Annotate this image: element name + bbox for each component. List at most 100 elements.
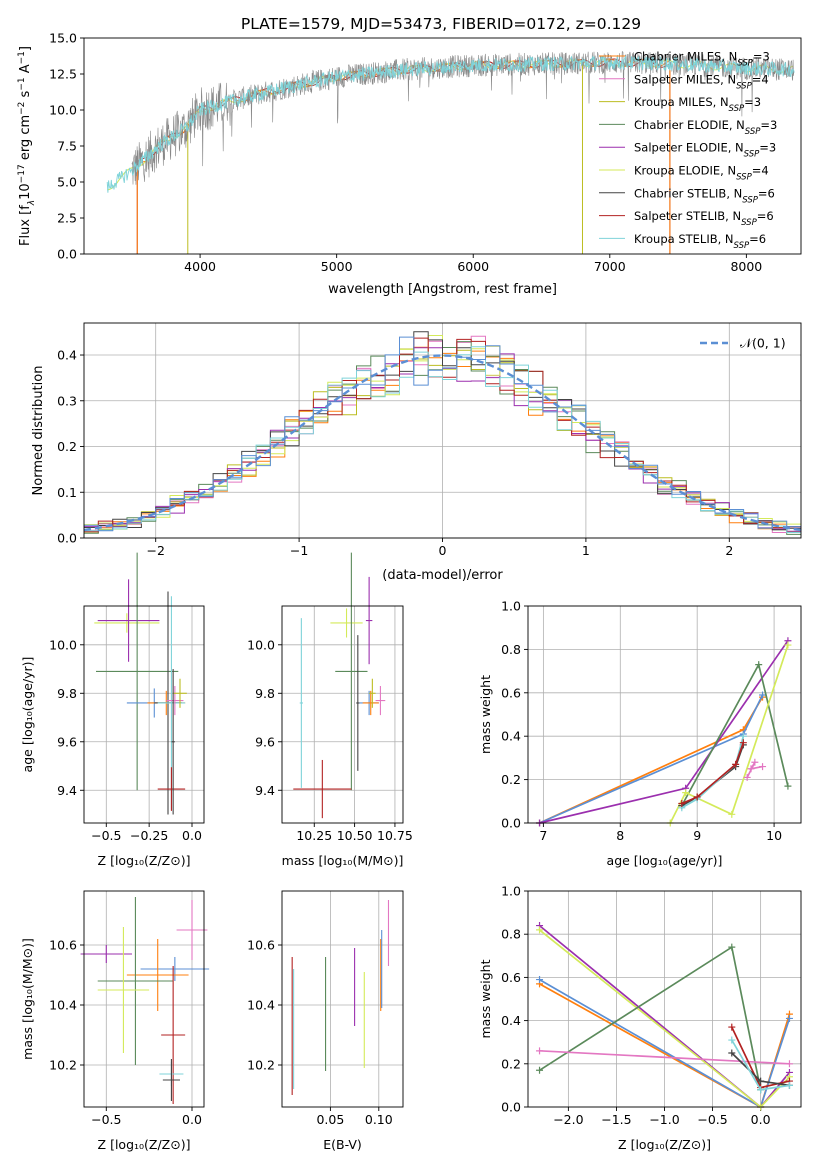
x-tick-label: 10 xyxy=(766,828,782,843)
x-tick-label: −2.0 xyxy=(553,1112,583,1127)
y-tick-label: 0.0 xyxy=(57,247,77,262)
data-point-marker xyxy=(728,1023,736,1031)
axes-frame xyxy=(281,890,404,1108)
weight-series-line xyxy=(539,640,789,824)
data-point-marker xyxy=(728,1049,736,1057)
legend-label-suffix: =6 xyxy=(757,209,774,223)
figure-title: PLATE=1579, MJD=53473, FIBERID=0172, z=0… xyxy=(241,15,641,33)
x-tick-label: 4000 xyxy=(184,259,216,274)
x-tick-label: 0.10 xyxy=(365,1112,393,1127)
legend-label-suffix: =3 xyxy=(744,95,761,109)
legend-label: Chabrier STELIB, NSSP=6 xyxy=(634,186,775,205)
data-point-marker xyxy=(757,1077,765,1085)
x-axis-label: Z [log₁₀(Z/Z⊙)] xyxy=(98,1137,191,1152)
y-tick-label: 10.6 xyxy=(49,938,77,953)
legend-label-part: Salpeter STELIB, N xyxy=(634,209,741,223)
y-tick-label: 10.0 xyxy=(247,637,275,652)
y-axis-label-part: −2 xyxy=(17,102,27,115)
data-point-marker xyxy=(536,976,544,984)
y-tick-label: 1.0 xyxy=(501,884,521,899)
x-tick-label: −0.5 xyxy=(697,1112,727,1127)
y-tick-label: 0.2 xyxy=(501,1056,521,1071)
x-tick-label: 9 xyxy=(693,828,701,843)
data-point-marker xyxy=(743,773,751,781)
y-axis-label-part: s xyxy=(18,90,33,101)
legend-label-part: Kroupa ELODIE, N xyxy=(634,164,736,178)
legend-label-subscript: SSP xyxy=(734,241,750,251)
age-vs-metallicity-panel: −0.5 −0.25 0.0 9.4 9.6 9.8 10.0 Z [log₁₀(Z/Z⊙)]… xyxy=(20,552,205,868)
axes-frame xyxy=(83,605,205,824)
y-tick-label: 0.8 xyxy=(501,927,521,942)
y-tick-label: 10.0 xyxy=(49,103,77,118)
data-point-marker xyxy=(759,763,767,771)
y-axis-label-part: A xyxy=(18,64,33,77)
y-tick-label: 0.0 xyxy=(501,816,521,831)
data-point-marker xyxy=(536,926,544,934)
legend-label-part: Kroupa STELIB, N xyxy=(634,232,734,246)
weight-series-line xyxy=(681,662,789,807)
legend-label: Salpeter STELIB, NSSP=6 xyxy=(634,209,774,228)
y-tick-label: 9.4 xyxy=(255,783,275,798)
data-point-marker xyxy=(732,760,740,768)
data-point-marker xyxy=(755,661,763,669)
legend-label: Salpeter ELODIE, NSSP=3 xyxy=(634,141,776,160)
y-tick-label: 0.2 xyxy=(57,439,77,454)
kroupa-stelib-model-line xyxy=(106,55,795,193)
y-tick-label: 10.6 xyxy=(247,938,275,953)
legend-label-part: Salpeter ELODIE, N xyxy=(634,141,744,155)
y-tick-label: 9.4 xyxy=(57,783,77,798)
mass-vs-metallicity-panel: −0.5 0.0 10.2 10.4 10.6 Z [log₁₀(Z/Z⊙)] mass [… xyxy=(20,890,210,1152)
data-point-marker xyxy=(747,765,755,773)
x-tick-label: 0.0 xyxy=(182,828,202,843)
data-point-marker xyxy=(785,1014,793,1022)
weight-series-line xyxy=(669,644,789,824)
legend-label-subscript: SSP xyxy=(741,218,757,228)
residual-histogram-step xyxy=(84,336,801,532)
y-axis-label-part: −17 xyxy=(17,164,27,183)
axes-frame xyxy=(83,890,205,1108)
legend-label: Chabrier MILES, NSSP=3 xyxy=(634,50,770,69)
x-tick-label: −1 xyxy=(290,543,308,558)
x-tick-label: 7000 xyxy=(594,259,626,274)
legend-label-part: Salpeter MILES, N xyxy=(634,72,736,86)
x-axis-label: wavelength [Angstrom, rest frame] xyxy=(328,282,557,297)
x-axis-label: age [log₁₀(age/yr)] xyxy=(607,853,723,868)
data-point-marker xyxy=(728,943,736,951)
residual-histogram-step xyxy=(84,346,801,533)
y-tick-label: 0.0 xyxy=(501,1100,521,1115)
legend-label: Chabrier ELODIE, NSSP=3 xyxy=(634,118,777,137)
y-axis-label-part: ] xyxy=(18,46,33,51)
y-tick-label: 9.8 xyxy=(57,686,77,701)
data-point-marker xyxy=(785,1060,793,1068)
y-tick-label: 0.2 xyxy=(501,772,521,787)
y-axis-label: Normed distribution xyxy=(31,366,46,496)
legend-label-subscript: SSP xyxy=(745,127,761,137)
data-point-marker xyxy=(757,1086,765,1094)
x-tick-label: −0.5 xyxy=(91,828,121,843)
y-tick-label: 5.0 xyxy=(57,175,77,190)
x-tick-label: −1.5 xyxy=(601,1112,631,1127)
axes-frame xyxy=(83,322,802,539)
y-tick-label: 2.5 xyxy=(57,211,77,226)
y-axis-label: mass [log₁₀(M/M⊙)] xyxy=(20,938,35,1060)
legend-label-part: Chabrier STELIB, N xyxy=(634,186,742,200)
legend-label: Salpeter MILES, NSSP=4 xyxy=(634,72,769,91)
x-tick-label: −1.0 xyxy=(649,1112,679,1127)
legend-label-suffix: =4 xyxy=(752,72,769,86)
data-point-marker xyxy=(536,1047,544,1055)
x-tick-label: −2 xyxy=(146,543,164,558)
x-tick-label: −0.5 xyxy=(91,1112,121,1127)
y-tick-label: 9.8 xyxy=(255,686,275,701)
x-tick-label: 1 xyxy=(582,543,590,558)
axes-frame xyxy=(83,37,802,255)
weight-series-line xyxy=(539,696,764,824)
x-axis-label: (data-model)/error xyxy=(382,568,503,583)
legend-label-subscript: SSP xyxy=(729,104,745,114)
observed-spectrum-line xyxy=(131,51,795,185)
y-tick-label: 1.0 xyxy=(501,599,521,614)
x-tick-label: 7 xyxy=(539,828,547,843)
y-tick-label: 0.4 xyxy=(57,348,77,363)
data-point-marker xyxy=(751,758,759,766)
y-axis-label-part: 10 xyxy=(18,183,33,200)
